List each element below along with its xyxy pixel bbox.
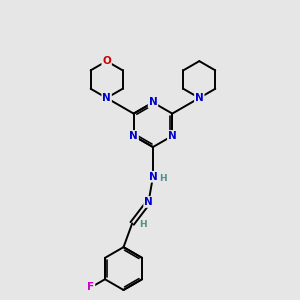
Text: N: N xyxy=(129,131,138,141)
Text: N: N xyxy=(144,197,153,207)
Text: F: F xyxy=(87,282,94,292)
Text: H: H xyxy=(160,174,167,183)
Text: N: N xyxy=(168,131,177,141)
Text: H: H xyxy=(139,220,146,230)
Text: N: N xyxy=(148,172,157,182)
Text: N: N xyxy=(102,93,111,103)
Text: N: N xyxy=(195,93,204,103)
Text: O: O xyxy=(102,56,111,66)
Text: N: N xyxy=(148,98,157,107)
